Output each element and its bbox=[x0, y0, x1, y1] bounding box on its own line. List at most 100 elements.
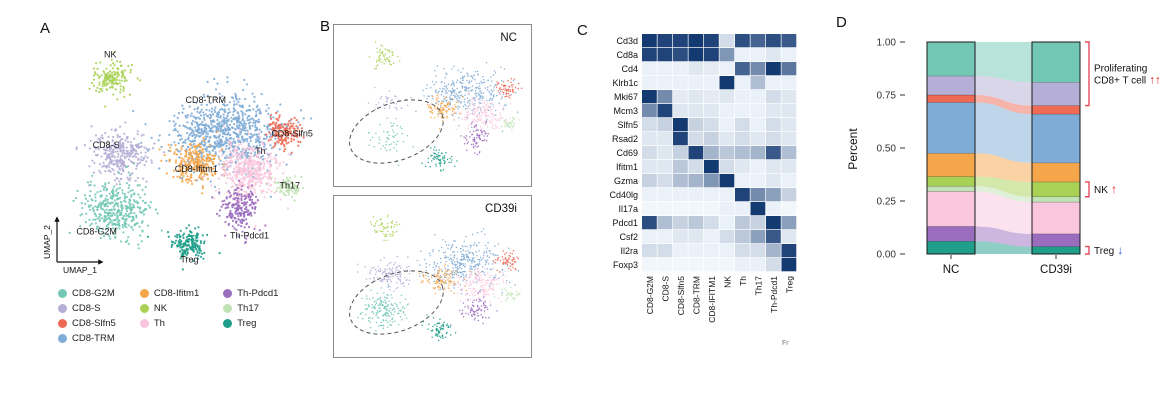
scatter-point bbox=[372, 225, 375, 228]
scatter-point bbox=[192, 166, 196, 169]
scatter-point bbox=[121, 189, 124, 192]
scatter-point bbox=[284, 136, 287, 139]
scatter-point bbox=[386, 131, 389, 134]
scatter-point bbox=[408, 265, 410, 268]
legend-item: CD8-Ifitm1 bbox=[139, 288, 199, 299]
scatter-point bbox=[249, 158, 252, 161]
scatter-point bbox=[199, 110, 202, 113]
scatter-point bbox=[243, 179, 246, 182]
scatter-point bbox=[387, 273, 389, 275]
scatter-point bbox=[387, 314, 390, 317]
scatter-point bbox=[184, 163, 187, 166]
scatter-point bbox=[485, 62, 488, 64]
scatter-point bbox=[504, 275, 507, 278]
scatter-point bbox=[267, 188, 270, 191]
scatter-point bbox=[247, 225, 251, 229]
legend-column: Th-Pdcd1 Th17 Treg bbox=[223, 288, 278, 344]
scatter-point bbox=[218, 157, 221, 160]
scatter-point bbox=[469, 244, 472, 247]
scatter-point bbox=[450, 94, 452, 96]
scatter-point bbox=[127, 171, 130, 174]
scatter-point bbox=[376, 316, 379, 318]
scatter-point bbox=[215, 125, 219, 128]
scatter-point bbox=[439, 165, 442, 167]
scatter-point bbox=[72, 199, 75, 202]
scatter-point bbox=[231, 180, 234, 183]
scatter-point bbox=[399, 301, 401, 304]
scatter-point bbox=[199, 249, 202, 252]
scatter-point bbox=[374, 224, 376, 227]
scatter-point bbox=[225, 182, 228, 185]
scatter-point bbox=[187, 248, 190, 251]
scatter-point bbox=[425, 262, 428, 265]
scatter-point bbox=[397, 324, 400, 326]
scatter-point bbox=[277, 137, 280, 140]
scatter-point bbox=[120, 204, 123, 207]
scatter-point bbox=[181, 178, 184, 181]
scatter-point bbox=[435, 81, 437, 83]
scatter-point bbox=[119, 125, 122, 128]
scatter-point bbox=[501, 96, 504, 98]
scatter-point bbox=[389, 49, 391, 52]
scatter-point bbox=[106, 164, 109, 168]
scatter-point bbox=[388, 51, 391, 53]
scatter-point bbox=[436, 99, 438, 102]
scatter-point bbox=[287, 207, 290, 210]
scatter-point bbox=[94, 205, 97, 208]
scatter-point bbox=[121, 154, 124, 157]
scatter-point bbox=[114, 150, 117, 153]
scatter-point bbox=[95, 89, 98, 92]
scatter-point bbox=[94, 193, 97, 196]
scatter-point bbox=[116, 214, 119, 218]
scatter-point bbox=[454, 111, 456, 113]
scatter-point bbox=[432, 157, 434, 160]
scatter-point bbox=[139, 196, 142, 199]
scatter-point bbox=[242, 202, 245, 205]
scatter-point bbox=[489, 116, 491, 118]
scatter-point bbox=[446, 270, 449, 273]
scatter-point bbox=[479, 110, 482, 112]
scatter-point bbox=[122, 149, 125, 152]
scatter-point bbox=[192, 246, 195, 249]
scatter-point bbox=[185, 171, 188, 175]
scatter-point bbox=[176, 244, 179, 247]
scatter-point bbox=[464, 270, 466, 273]
scatter-point bbox=[465, 89, 468, 92]
scatter-point bbox=[469, 107, 471, 110]
scatter-point bbox=[198, 174, 201, 177]
scatter-point bbox=[228, 201, 231, 204]
scatter-point bbox=[438, 266, 440, 268]
scatter-point bbox=[374, 41, 377, 43]
scatter-point bbox=[310, 117, 313, 120]
scatter-point bbox=[269, 183, 273, 186]
scatter-point bbox=[433, 288, 436, 290]
scatter-point bbox=[104, 105, 107, 108]
scatter-point bbox=[272, 121, 275, 124]
scatter-point bbox=[296, 130, 299, 133]
scatter-point bbox=[484, 244, 487, 247]
scatter-point bbox=[205, 124, 208, 127]
scatter-point bbox=[239, 133, 242, 136]
scatter-point bbox=[288, 120, 291, 123]
scatter-point bbox=[208, 150, 211, 153]
scatter-point bbox=[138, 161, 142, 164]
scatter-point bbox=[236, 199, 239, 202]
scatter-point bbox=[224, 207, 227, 210]
scatter-point bbox=[441, 157, 444, 160]
scatter-point bbox=[218, 177, 221, 180]
scatter-point bbox=[118, 187, 121, 190]
scatter-point bbox=[274, 158, 277, 161]
scatter-point bbox=[374, 86, 376, 89]
scatter-point bbox=[233, 170, 236, 174]
scatter-point bbox=[429, 165, 432, 168]
scatter-point bbox=[510, 286, 512, 289]
legend-item: Treg bbox=[223, 318, 278, 329]
scatter-point bbox=[479, 291, 481, 294]
scatter-point bbox=[175, 148, 178, 151]
scatter-point bbox=[384, 301, 387, 303]
scatter-point bbox=[380, 96, 383, 98]
scatter-point bbox=[241, 127, 244, 130]
scatter-point bbox=[469, 282, 471, 285]
scatter-point bbox=[443, 275, 446, 277]
scatter-point bbox=[125, 79, 128, 82]
